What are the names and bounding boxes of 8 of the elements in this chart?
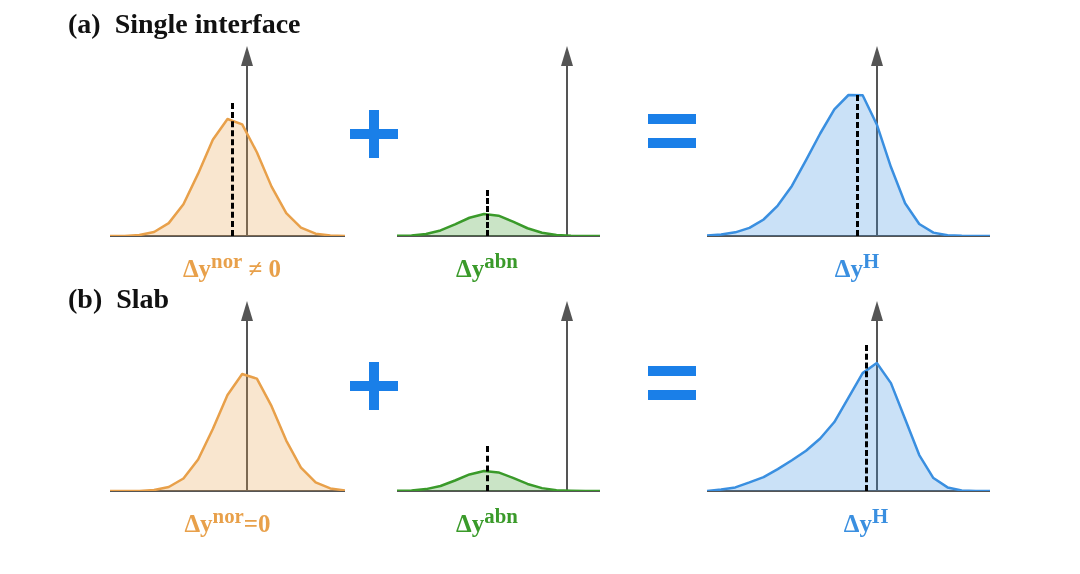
chart-title: (a) Single interface [68,8,301,40]
x-axis-title: Δy$^{H}$ [833,248,881,285]
x-axis-title: Δy$^{abn}$ [455,248,519,285]
x-axis-title: Δy$^{H}$ [842,503,890,540]
chart-title: (b) Slab [68,283,170,315]
x-axis-title: Δy$^{abn}$ [455,503,519,540]
x-axis-title: Δy$^{nor}$=0 [183,503,272,540]
x-axis-title: Δy$^{nor}$ ≠ 0 [181,248,283,285]
